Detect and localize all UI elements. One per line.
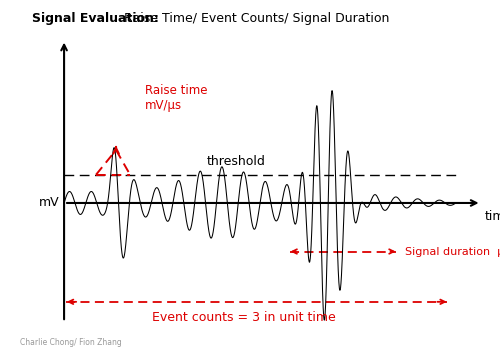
Text: Signal Evaluation:: Signal Evaluation:	[32, 12, 160, 25]
Text: time: time	[485, 210, 500, 223]
Text: threshold: threshold	[207, 155, 266, 168]
Text: Raise time
mV/μs: Raise time mV/μs	[145, 84, 208, 112]
Text: Event counts = 3 in unit time: Event counts = 3 in unit time	[152, 311, 336, 324]
Text: Signal duration  μs: Signal duration μs	[405, 246, 500, 257]
Text: mV: mV	[39, 197, 60, 209]
Text: Charlie Chong/ Fion Zhang: Charlie Chong/ Fion Zhang	[20, 338, 122, 347]
Text: Raise Time/ Event Counts/ Signal Duration: Raise Time/ Event Counts/ Signal Duratio…	[120, 12, 390, 25]
